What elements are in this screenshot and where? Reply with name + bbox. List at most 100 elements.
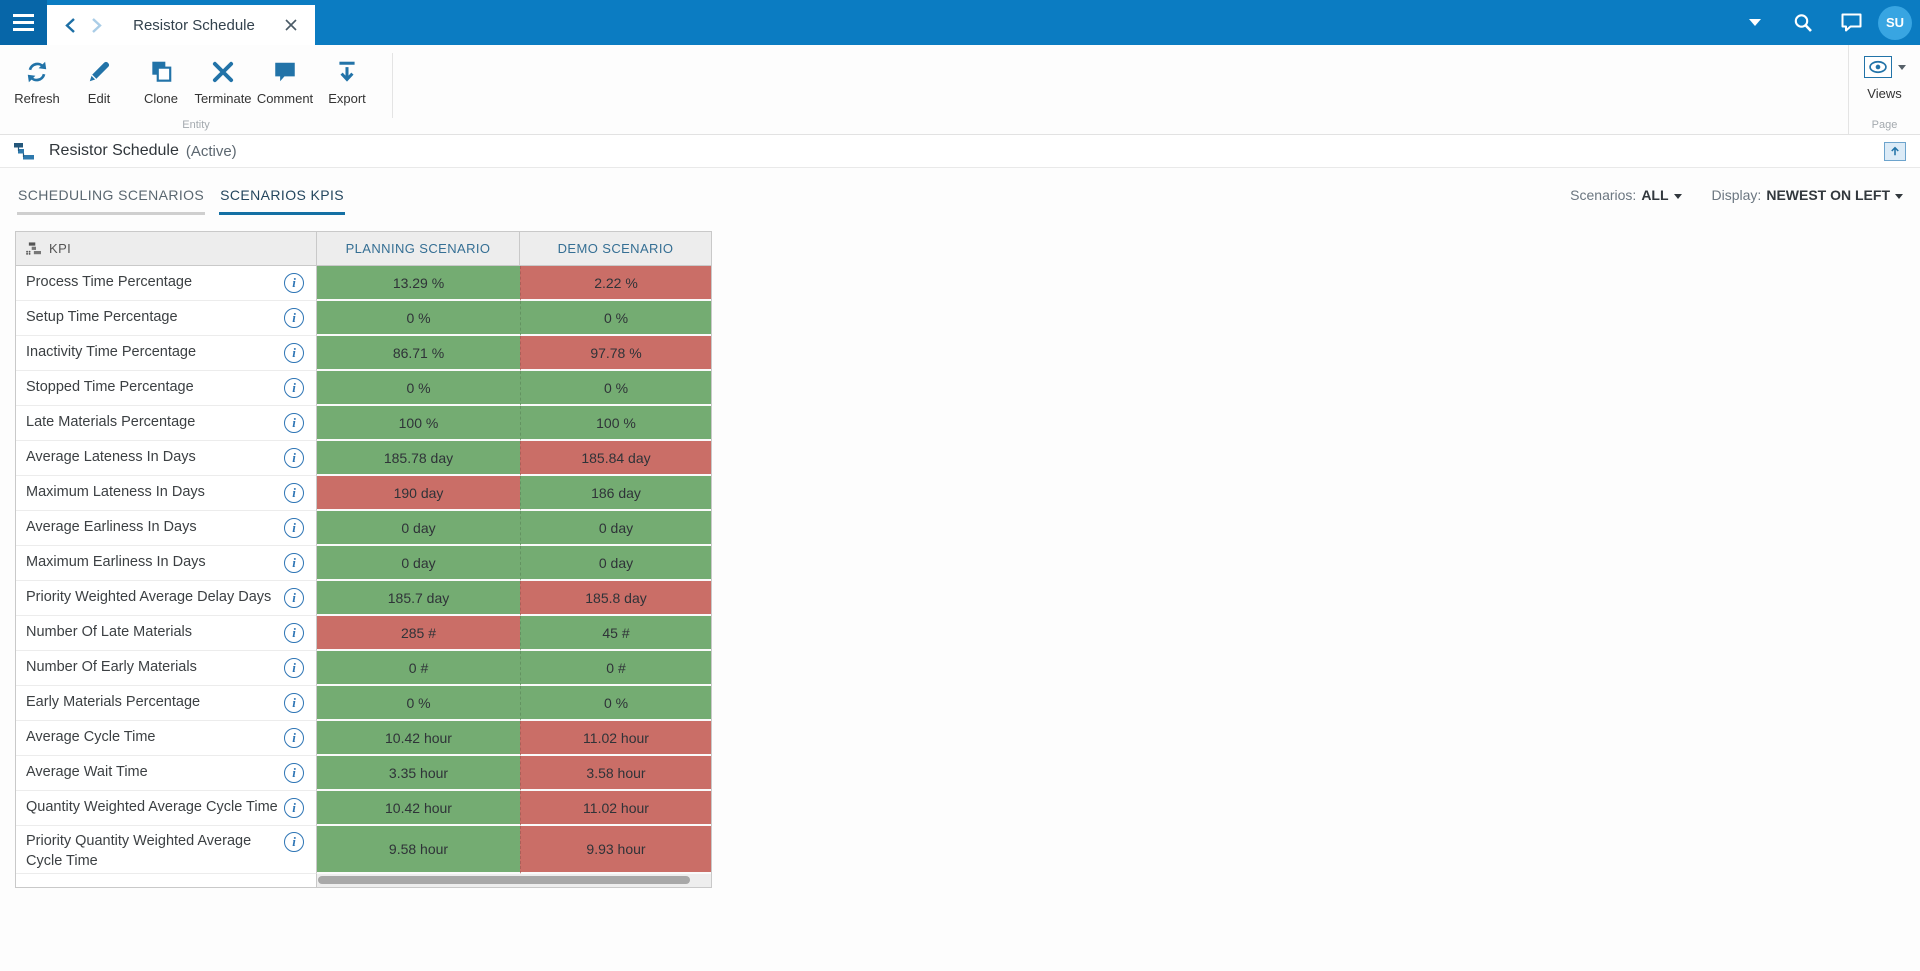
user-avatar[interactable]: SU [1878, 5, 1912, 40]
scrollbar-thumb[interactable] [318, 876, 690, 884]
kpi-name-cell: Number Of Early Materials i [16, 651, 317, 686]
display-filter-value: NEWEST ON LEFT [1766, 187, 1890, 203]
info-icon[interactable]: i [284, 832, 304, 852]
kpi-name-cell: Late Materials Percentage i [16, 406, 317, 441]
search-button[interactable] [1782, 0, 1824, 45]
table-row: Average Cycle Time i 10.42 hour 11.02 hour [16, 721, 711, 756]
planning-scenario-value: 13.29 % [317, 266, 520, 301]
kpi-label: Setup Time Percentage [26, 309, 178, 326]
kpi-name-cell: Maximum Lateness In Days i [16, 476, 317, 511]
toolbar-button-label: Comment [256, 91, 314, 106]
table-row: Process Time Percentage i 13.29 % 2.22 % [16, 266, 711, 301]
forward-button[interactable] [83, 12, 109, 38]
table-header-row: KPI PLANNING SCENARIO DEMO SCENARIO [16, 232, 711, 266]
main-menu-button[interactable] [0, 0, 47, 45]
kpi-name-cell: Average Earliness In Days i [16, 511, 317, 546]
info-icon[interactable]: i [284, 588, 304, 608]
kpi-label: Priority Weighted Average Delay Days [26, 589, 272, 606]
table-row: Quantity Weighted Average Cycle Time i 10.… [16, 791, 711, 826]
kpi-label: Maximum Lateness In Days [26, 484, 205, 501]
toolbar-export-button[interactable]: Export [316, 55, 378, 134]
kpi-label: Quantity Weighted Average Cycle Time [26, 799, 278, 816]
info-icon[interactable]: i [284, 728, 304, 748]
planning-scenario-value: 0 % [317, 371, 520, 406]
info-icon[interactable]: i [284, 658, 304, 678]
topbar-dropdown-button[interactable] [1734, 0, 1776, 45]
tab-close-button[interactable] [279, 13, 303, 37]
horizontal-scrollbar[interactable] [317, 874, 711, 887]
hamburger-icon [13, 28, 34, 31]
info-icon[interactable]: i [284, 378, 304, 398]
refresh-icon [6, 57, 68, 87]
chevron-down-icon [1895, 193, 1903, 199]
toolbar-button-label: Refresh [14, 91, 60, 106]
kpi-name-cell: Priority Weighted Average Delay Days i [16, 581, 317, 616]
table-row: Number Of Early Materials i 0 #0 # [16, 651, 711, 686]
planning-scenario-column-header[interactable]: PLANNING SCENARIO [317, 232, 520, 265]
demo-scenario-value: 0 % [520, 371, 711, 406]
chat-icon [1841, 13, 1861, 32]
info-icon[interactable]: i [284, 448, 304, 468]
demo-scenario-value: 3.58 hour [520, 756, 711, 791]
info-icon[interactable]: i [284, 413, 304, 433]
info-icon[interactable]: i [284, 623, 304, 643]
info-icon[interactable]: i [284, 798, 304, 818]
info-icon[interactable]: i [284, 483, 304, 503]
info-icon[interactable]: i [284, 693, 304, 713]
info-icon[interactable]: i [284, 343, 304, 363]
kpi-label: Average Earliness In Days [26, 519, 197, 536]
tab-scheduling-scenarios[interactable]: SCHEDULING SCENARIOS [17, 187, 206, 215]
chat-button[interactable] [1830, 0, 1872, 45]
document-tab[interactable]: Resistor Schedule [47, 5, 315, 45]
scenarios-filter-dropdown[interactable]: Scenarios: ALL [1570, 187, 1682, 203]
demo-scenario-column-header[interactable]: DEMO SCENARIO [557, 241, 674, 256]
popout-button[interactable] [1884, 141, 1906, 161]
planning-scenario-value: 190 day [317, 476, 520, 511]
toolbar-edit-button[interactable]: Edit [68, 55, 130, 134]
toolbar-clone-button[interactable]: Clone [130, 55, 192, 134]
tab-scenarios-kpis[interactable]: SCENARIOS KPIS [219, 187, 346, 215]
display-filter-label: Display: [1711, 187, 1762, 203]
demo-scenario-value: 97.78 % [520, 336, 711, 371]
info-icon[interactable]: i [284, 518, 304, 538]
info-icon[interactable]: i [284, 273, 304, 293]
kpi-label: Average Cycle Time [26, 729, 156, 746]
comment-icon [254, 57, 316, 87]
demo-scenario-value: 45 # [520, 616, 711, 651]
arrow-up-icon [1891, 146, 1899, 156]
info-icon[interactable]: i [284, 763, 304, 783]
kpi-label: Priority Quantity Weighted Average Cycle… [26, 833, 252, 869]
table-row: Average Earliness In Days i 0 day 0 day [16, 511, 711, 546]
demo-scenario-value: 0 # [520, 651, 711, 686]
kpi-label: Late Materials Percentage [26, 414, 196, 431]
chevron-down-icon [1749, 19, 1761, 26]
toolbar-refresh-button[interactable]: Refresh [6, 55, 68, 134]
toolbar-terminate-button[interactable]: Terminate [192, 55, 254, 134]
planning-scenario-value: 10.42 hour [317, 791, 520, 826]
entity-title: Resistor Schedule [49, 142, 179, 159]
kpi-name-cell: Number Of Late Materials i [16, 616, 317, 651]
planning-scenario-value: 285 # [317, 616, 520, 651]
hierarchy-icon [26, 242, 41, 255]
views-button[interactable] [1863, 56, 1906, 78]
back-button[interactable] [57, 12, 83, 38]
hamburger-icon [13, 14, 34, 17]
toolbar-button-label: Clone [144, 91, 178, 106]
display-filter-dropdown[interactable]: Display: NEWEST ON LEFT [1712, 187, 1903, 203]
table-row: Late Materials Percentage i 100 % 100 % [16, 406, 711, 441]
info-icon[interactable]: i [284, 553, 304, 573]
demo-scenario-value: 186 day [520, 476, 711, 511]
kpi-label: Early Materials Percentage [26, 694, 201, 711]
toolbar-comment-button[interactable]: Comment [254, 55, 316, 134]
kpi-name-cell: Process Time Percentage i [16, 266, 317, 301]
info-icon[interactable]: i [284, 308, 304, 328]
hamburger-icon [13, 21, 34, 24]
chevron-down-icon[interactable] [1897, 64, 1906, 70]
kpi-name-cell: Inactivity Time Percentage i [16, 336, 317, 371]
demo-scenario-value: 2.22 % [520, 266, 711, 301]
kpi-label: Number Of Late Materials [26, 624, 193, 641]
kpi-name-cell: Quantity Weighted Average Cycle Time i [16, 791, 317, 826]
demo-scenario-value: 9.93 hour [520, 826, 711, 874]
kpi-name-cell: Priority Quantity Weighted Average Cycle… [16, 826, 317, 874]
kpi-name-cell: Stopped Time Percentage i [16, 371, 317, 406]
